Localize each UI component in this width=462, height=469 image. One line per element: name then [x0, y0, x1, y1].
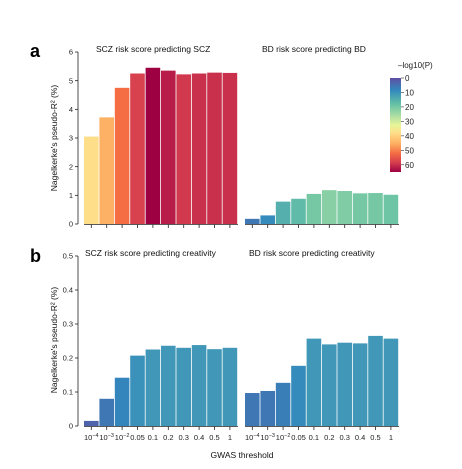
bar-0.4	[191, 73, 207, 224]
x-tick-label: 0.1	[309, 433, 319, 442]
x-tick-label: 10−3	[260, 433, 275, 442]
y-tick-label: 2	[69, 162, 73, 171]
panel-3: 10−4 10−3 10−2 0.05 0.1 0.2 0.3 0.4 0.5 1	[245, 335, 399, 442]
bar-10^-3	[99, 398, 114, 426]
y-tick-label: 1	[69, 191, 73, 200]
legend-colorbar	[390, 78, 401, 172]
x-tick-label: 0.05	[130, 433, 145, 442]
bar-0.2	[161, 345, 176, 426]
bar-10^-2	[275, 382, 291, 426]
legend-tick-label: 0	[405, 74, 410, 83]
bar-0.5	[207, 349, 222, 426]
panel-2: 00.10.20.30.40.510−4 10−3 10−2 0.05 0.1 0.2 0.…	[63, 252, 238, 442]
bar-0.5	[207, 72, 222, 224]
legend-tick-label: 50	[405, 146, 414, 155]
x-tick-label: 1	[228, 433, 232, 442]
bar-0.2	[322, 190, 337, 224]
bar-0.5	[368, 193, 383, 224]
bar-1	[222, 72, 238, 225]
panel-0: 0 1 2 3 4 5 6	[69, 48, 238, 229]
legend: –log10(P) 0 10 20 30 40 50 60	[390, 61, 433, 172]
bar-0.1	[306, 193, 322, 224]
x-tick-label: 10−3	[99, 433, 114, 442]
y-tick-label: 3	[69, 134, 73, 143]
bar-0.3	[176, 74, 191, 224]
x-tick-label: 0.4	[355, 433, 365, 442]
legend-tick-label: 40	[405, 132, 414, 141]
bar-10^-3	[260, 215, 275, 224]
x-tick-label: 10−4	[245, 433, 260, 442]
bar-0.5	[368, 335, 383, 426]
bar-0.05	[291, 365, 306, 426]
title-bd-creativity: BD risk score predicting creativity	[249, 248, 375, 258]
legend-tick-label: 20	[405, 103, 414, 112]
x-tick-label: 0.05	[291, 433, 306, 442]
y-tick-label: 0.4	[63, 286, 73, 295]
legend-tick-label: 60	[405, 161, 414, 170]
x-tick-label: 0.3	[178, 433, 188, 442]
legend-tick-label: 10	[405, 88, 414, 97]
panel-letter-b: b	[30, 246, 41, 266]
y-tick-label: 0.5	[63, 252, 73, 261]
bar-1	[383, 338, 399, 426]
bar-0.2	[161, 70, 176, 224]
x-tick-label: 0.1	[148, 433, 158, 442]
bar-0.2	[322, 344, 337, 426]
bar-10^-2	[114, 87, 130, 224]
y-tick-label: 0.1	[63, 388, 73, 397]
y-tick-label: 0	[69, 422, 73, 431]
title-bd-bd: BD risk score predicting BD	[262, 44, 366, 54]
bar-10^-2	[275, 201, 291, 224]
panel-letter-a: a	[30, 41, 41, 61]
bar-10^-4	[245, 218, 260, 224]
x-tick-label: 0.5	[209, 433, 219, 442]
bar-0.1	[306, 338, 322, 426]
bar-1	[222, 347, 238, 426]
bar-0.1	[145, 67, 161, 225]
bar-10^-3	[99, 117, 114, 224]
x-axis-label: GWAS threshold	[211, 450, 274, 460]
title-scz-creativity: SCZ risk score predicting creativity	[85, 248, 217, 258]
bar-0.4	[191, 345, 207, 426]
legend-tick-label: 30	[405, 117, 414, 126]
bar-0.3	[337, 342, 352, 426]
y-tick-label: 0.3	[63, 320, 73, 329]
bar-10^-4	[245, 393, 260, 426]
y-tick-label: 0	[69, 220, 73, 229]
x-tick-label: 0.2	[163, 433, 173, 442]
y-tick-label: 0.2	[63, 354, 73, 363]
bar-10^-3	[260, 390, 275, 426]
bar-10^-2	[114, 377, 130, 426]
y-tick-label: 4	[69, 105, 73, 114]
x-tick-label: 0.2	[324, 433, 334, 442]
bar-0.3	[176, 347, 191, 426]
bar-0.05	[291, 198, 306, 224]
y-tick-label: 6	[69, 48, 73, 57]
bar-1	[383, 194, 399, 224]
x-tick-label: 0.5	[370, 433, 380, 442]
bar-0.1	[145, 349, 161, 426]
panel-1	[245, 190, 399, 228]
legend-title: –log10(P)	[398, 61, 433, 70]
y-tick-label: 5	[69, 76, 73, 85]
bar-0.3	[337, 191, 352, 224]
bar-10^-4	[84, 420, 99, 426]
bar-10^-4	[84, 136, 99, 224]
x-tick-label: 10−4	[84, 433, 99, 442]
x-tick-label: 0.3	[339, 433, 349, 442]
bar-0.4	[352, 343, 368, 426]
y-axis-label-a: Nagelkerke's pseudo-R² (%)	[49, 85, 59, 192]
x-tick-label: 10−2	[115, 433, 130, 442]
y-axis-label-b: Nagelkerke's pseudo-R² (%)	[49, 287, 59, 394]
x-tick-label: 10−2	[276, 433, 291, 442]
bar-0.05	[130, 73, 145, 224]
x-tick-label: 0.4	[194, 433, 204, 442]
bar-0.05	[130, 355, 145, 426]
title-scz-scz: SCZ risk score predicting SCZ	[96, 44, 210, 54]
bar-0.4	[352, 193, 368, 224]
x-tick-label: 1	[389, 433, 393, 442]
